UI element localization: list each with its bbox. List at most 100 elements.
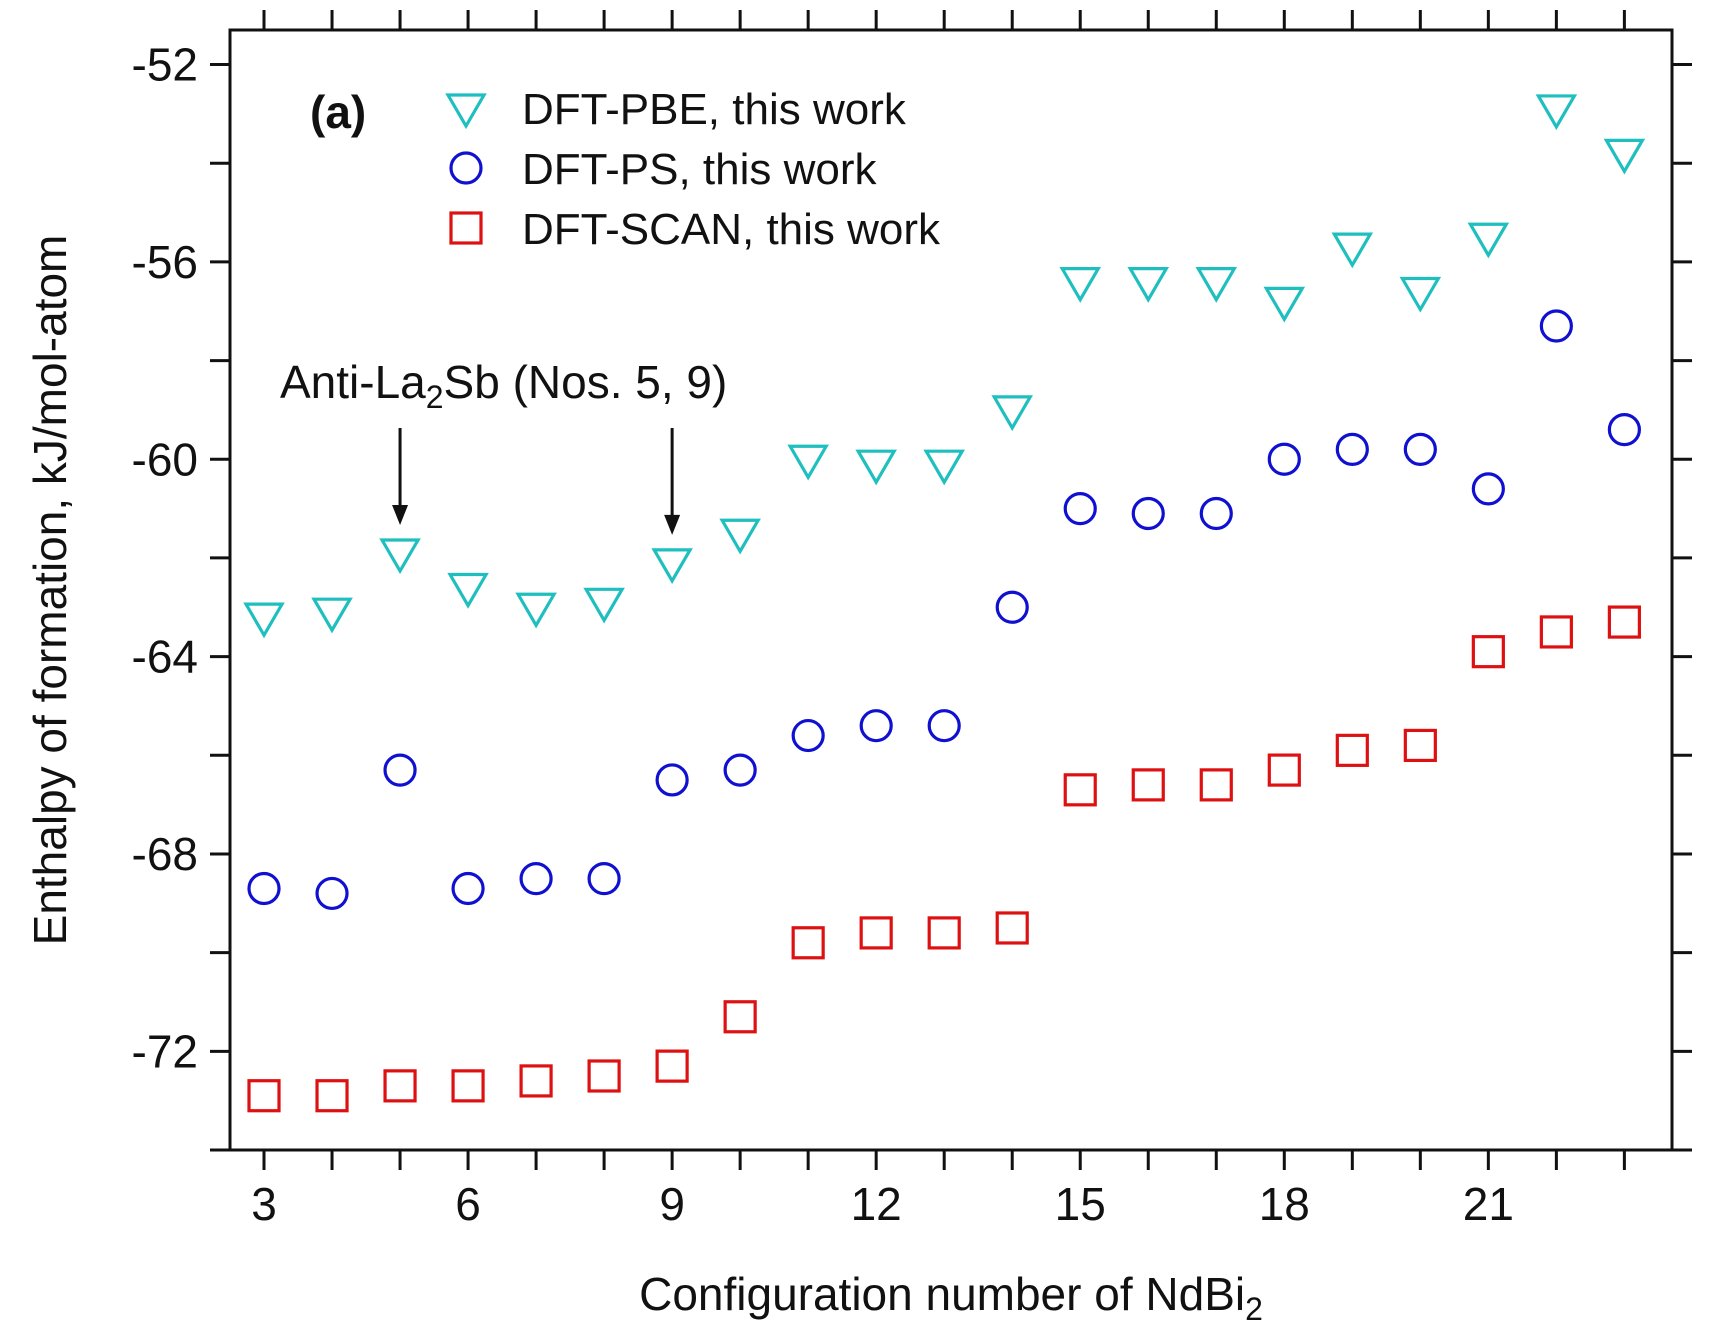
data-point-triangle-down: [719, 518, 761, 555]
x-axis-label-text: Configuration number of NdBi: [639, 1268, 1245, 1320]
data-marks: [243, 94, 1646, 1113]
legend-marker-circle: [449, 151, 483, 185]
data-point-square: [1471, 635, 1505, 669]
data-point-triangle-down: [1263, 286, 1306, 323]
x-tick-label: 3: [251, 1178, 277, 1230]
annotation-arrow-head: [392, 504, 409, 525]
data-point-square: [451, 1069, 485, 1103]
data-point-square: [587, 1059, 621, 1093]
data-point-square: [383, 1069, 417, 1103]
data-point-circle: [247, 871, 281, 906]
x-tick-label: 21: [1463, 1178, 1514, 1230]
y-tick-label: -52: [132, 39, 198, 91]
data-point-triangle-down: [1603, 138, 1646, 175]
data-point-triangle-down: [1535, 94, 1578, 131]
plot-frame: [228, 28, 1674, 1152]
data-point-triangle-down: [379, 538, 421, 575]
data-point-triangle-down: [515, 592, 557, 629]
data-point-triangle-down: [1059, 267, 1102, 303]
data-point-square: [1199, 768, 1233, 802]
data-point-square: [1403, 728, 1437, 763]
annotation-arrow-head: [664, 514, 681, 535]
data-point-square: [315, 1079, 349, 1113]
y-tick-label: -64: [132, 631, 198, 683]
data-point-square: [791, 926, 825, 960]
data-point-circle: [1607, 413, 1641, 447]
legend-label: DFT-PBE, this work: [522, 85, 907, 134]
data-point-square: [859, 916, 893, 950]
x-tick-label: 18: [1259, 1178, 1310, 1230]
data-point-circle: [1267, 442, 1301, 476]
data-point-circle: [1131, 496, 1165, 531]
data-point-square: [927, 916, 961, 950]
data-point-square: [519, 1064, 553, 1098]
data-point-circle: [451, 871, 485, 906]
annotation-arrows: [392, 428, 681, 535]
y-tick-label: -60: [132, 433, 198, 485]
legend: DFT-PBE, this work DFT-PS, this work DFT-S…: [445, 85, 941, 254]
data-point-square: [247, 1079, 281, 1113]
data-point-circle: [791, 718, 825, 753]
data-point-triangle-down: [651, 548, 693, 585]
data-point-square: [655, 1049, 689, 1083]
data-point-triangle-down: [447, 572, 489, 609]
data-point-square: [1607, 605, 1641, 639]
x-axis-label-subscript: 2: [1245, 1291, 1263, 1325]
data-point-circle: [995, 590, 1029, 624]
data-point-circle: [859, 709, 893, 743]
panel-label: (a): [310, 86, 366, 138]
data-point-triangle-down: [787, 444, 829, 481]
axis-ticks: 3 6 9 12 15 18 21 -72 -68 -64 -60 -56 -52: [132, 10, 1692, 1230]
data-point-triangle-down: [923, 449, 965, 486]
annotation-label: Anti-La2Sb (Nos. 5, 9): [280, 356, 727, 415]
data-point-triangle-down: [1195, 267, 1238, 303]
data-point-circle: [519, 862, 553, 896]
y-tick-label: -68: [132, 828, 198, 880]
data-point-circle: [723, 753, 757, 787]
legend-marker-square: [449, 211, 483, 245]
legend-label: DFT-SCAN, this work: [522, 205, 941, 254]
y-tick-label: -72: [132, 1025, 198, 1077]
data-point-circle: [927, 709, 961, 743]
data-point-triangle-down: [1127, 267, 1170, 303]
data-point-circle: [1471, 472, 1505, 506]
data-point-square: [1267, 753, 1301, 787]
x-tick-label: 6: [455, 1178, 481, 1230]
data-point-circle: [383, 753, 417, 787]
annotation-text-before: Anti-La: [280, 356, 426, 408]
y-tick-label: -56: [132, 236, 198, 288]
data-point-square: [1063, 773, 1097, 807]
data-point-circle: [315, 876, 349, 911]
y-axis-label: Enthalpy of formation, kJ/mol-atom: [24, 235, 76, 946]
data-point-circle: [1403, 432, 1437, 466]
data-point-triangle-down: [583, 587, 625, 624]
data-point-triangle-down: [1331, 232, 1374, 269]
data-point-circle: [1539, 309, 1573, 343]
data-point-square: [995, 911, 1029, 945]
x-tick-label: 15: [1055, 1178, 1106, 1230]
data-point-triangle-down: [243, 602, 285, 639]
data-point-circle: [1335, 432, 1369, 466]
legend-marker-triangle-down: [445, 93, 487, 130]
data-point-square: [1131, 768, 1165, 802]
data-point-circle: [587, 862, 621, 896]
data-point-triangle-down: [855, 449, 897, 486]
x-axis-label: Configuration number of NdBi2: [639, 1268, 1263, 1325]
legend-label: DFT-PS, this work: [522, 145, 877, 194]
x-tick-label: 12: [851, 1178, 902, 1230]
annotation-text-subscript: 2: [426, 379, 444, 415]
data-point-triangle-down: [311, 597, 353, 634]
data-point-square: [723, 1000, 757, 1034]
data-point-square: [1335, 733, 1369, 767]
data-point-circle: [1199, 496, 1233, 531]
data-point-circle: [655, 763, 689, 797]
data-point-triangle-down: [991, 395, 1033, 432]
annotation-text-after: Sb (Nos. 5, 9): [444, 356, 728, 408]
x-tick-label: 9: [659, 1178, 685, 1230]
data-point-triangle-down: [1467, 222, 1510, 259]
data-point-circle: [1063, 491, 1097, 526]
data-point-square: [1539, 615, 1573, 649]
data-point-triangle-down: [1399, 276, 1442, 313]
